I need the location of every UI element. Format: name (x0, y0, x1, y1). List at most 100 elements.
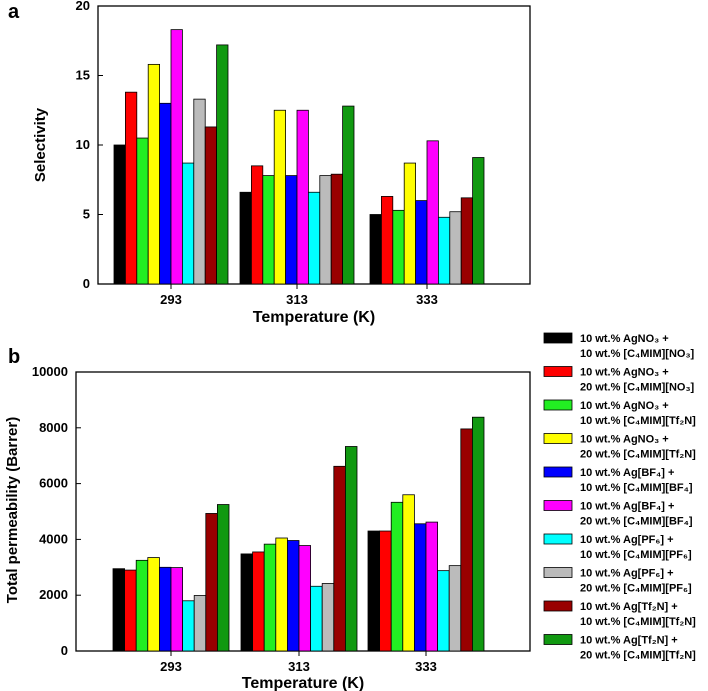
panel-b-xlabel: Temperature (K) (242, 675, 364, 691)
legend-label-line2: 20 wt.% [C₄MIM][Tf₂N] (580, 650, 696, 662)
legend-item: 10 wt.% Ag[BF₄] + 20 wt.% [C₄MIM][BF₄] (543, 500, 693, 528)
panel-b-letter: b (8, 346, 20, 368)
panel-a-ytick-label: 15 (76, 68, 90, 83)
panel-a-bar (330, 173, 344, 285)
legend-label-line1: 10 wt.% AgNO₃ + (580, 333, 669, 345)
legend-label-line2: 20 wt.% [C₄MIM][NO₃] (580, 382, 695, 394)
panel-a-bar (472, 157, 485, 285)
panel-b-bar (471, 416, 485, 652)
panel-a-bar (262, 175, 275, 285)
panel-a-xtick-label: 293 (160, 292, 182, 307)
panel-b-bar (402, 494, 415, 652)
legend-swatch (543, 332, 573, 344)
legend-label-line1: 10 wt.% Ag[Tf₂N] + (580, 601, 678, 613)
panel-a-ytick-label: 10 (76, 137, 90, 152)
panel-a-bar (369, 214, 382, 285)
legend-label-line2: 20 wt.% [C₄MIM][PF₆] (580, 583, 692, 595)
legend-label-line2: 20 wt.% [C₄MIM][BF₄] (580, 516, 693, 528)
panel-a-bar (204, 126, 217, 285)
panel-a-bar (285, 175, 298, 285)
panel-a-ytick-label: 5 (83, 207, 90, 222)
panel-b-xtick-label: 313 (288, 659, 310, 674)
legend-label-line1: 10 wt.% Ag[BF₄] + (580, 501, 674, 513)
legend-swatch (543, 500, 573, 511)
panel-b-ylabel: Total permeability (Barrer) (4, 417, 21, 603)
panel-a-ylabel: Selectivity (32, 107, 49, 182)
panel-a-bar (342, 105, 355, 285)
panel-b-bar (275, 537, 288, 652)
panel-a-xtick-label: 333 (416, 292, 438, 307)
panel-a-bar (193, 98, 206, 285)
panel-b-ytick-label: 10000 (32, 364, 68, 379)
panel-b-bar (298, 545, 312, 652)
panel-a-xtick-label: 313 (286, 292, 308, 307)
panel-a-bar (437, 216, 451, 285)
panel-b-bar (158, 566, 172, 652)
panel-b-bar (333, 465, 346, 652)
panel-b-ytick-label: 6000 (39, 476, 68, 491)
panel-a-bar (250, 165, 264, 285)
panel-a-bar (460, 197, 474, 285)
panel-b-bar (124, 569, 137, 652)
legend-item: 10 wt.% Ag[PF₆] + 10 wt.% [C₄MIM][PF₆] (543, 533, 692, 561)
panel-b-bar (286, 540, 300, 652)
panel-b-bar (460, 428, 473, 652)
panel-b-bar (112, 568, 126, 652)
panel-a-bar (239, 191, 252, 285)
panel-b-bar (437, 570, 450, 652)
legend-item: 10 wt.% AgNO₃ + 10 wt.% [C₄MIM][NO₃] (543, 332, 695, 360)
legend-label-line1: 10 wt.% Ag[BF₄] + (580, 467, 674, 479)
panel-a-bar (319, 175, 332, 285)
panel-a-bar (426, 140, 439, 285)
panel-b-bar (216, 504, 230, 652)
panel-a-bar (147, 63, 160, 285)
legend-item: 10 wt.% AgNO₃ + 10 wt.% [C₄MIM][Tf₂N] (543, 399, 696, 427)
legend-label-line2: 10 wt.% [C₄MIM][NO₃] (580, 348, 695, 360)
legend-label-line1: 10 wt.% AgNO₃ + (580, 400, 669, 412)
panel-b-bar (135, 559, 149, 652)
panel-b-bar (205, 513, 218, 652)
panel-b-bar (193, 595, 207, 652)
legend-swatch (543, 533, 573, 545)
panel-a-bar (380, 196, 394, 285)
panel-b-bar (413, 523, 427, 652)
panel-a-bar (125, 91, 138, 285)
panel-a-bar (449, 211, 462, 285)
legend-label-line1: 10 wt.% AgNO₃ + (580, 434, 669, 446)
legend-swatch (543, 634, 573, 645)
panel-a-bar (216, 44, 229, 285)
legend-swatch (543, 433, 573, 444)
legend-swatch (543, 466, 573, 478)
panel-a-bar (136, 137, 149, 285)
panel-a-xlabel: Temperature (K) (253, 309, 375, 326)
panel-a-bar (415, 200, 428, 285)
legend-label-line1: 10 wt.% AgNO₃ + (580, 367, 669, 379)
legend-label-line1: 10 wt.% Ag[PF₆] + (580, 568, 674, 580)
legend-label-line2: 20 wt.% [C₄MIM][Tf₂N] (580, 449, 696, 461)
legend: 10 wt.% AgNO₃ +10 wt.% [C₄MIM][NO₃]10 wt… (543, 332, 696, 662)
panel-a-bar (273, 109, 287, 285)
panel-b-bar (321, 583, 335, 652)
panel-a-bar (113, 144, 126, 285)
panel-b-bar (263, 543, 277, 652)
panel-b-bar (182, 600, 195, 652)
panel-b-bar (170, 567, 184, 652)
panel-a-bar (392, 209, 405, 285)
legend-swatch (543, 567, 573, 578)
panel-b-bar (252, 551, 265, 652)
panel-a-bar (403, 162, 417, 285)
panel-b-ytick-label: 0 (61, 643, 68, 658)
legend-item: 10 wt.% Ag[Tf₂N] + 10 wt.% [C₄MIM][Tf₂N] (543, 600, 696, 628)
panel-b-ytick-label: 2000 (39, 587, 68, 602)
legend-item: 10 wt.% Ag[PF₆] + 20 wt.% [C₄MIM][PF₆] (543, 567, 692, 595)
panel-b-ytick-label: 4000 (39, 531, 68, 546)
panel-b-xtick-label: 333 (415, 659, 437, 674)
panel-a-letter: a (8, 1, 20, 23)
panel-a-bar (181, 162, 195, 285)
legend-item: 10 wt.% Ag[Tf₂N] + 20 wt.% [C₄MIM][Tf₂N] (543, 634, 696, 662)
panel-a-bar (159, 102, 172, 285)
legend-swatch (543, 600, 573, 612)
legend-item: 10 wt.% Ag[BF₄] + 10 wt.% [C₄MIM][BF₄] (543, 466, 693, 494)
panel-b-bar (344, 446, 358, 652)
